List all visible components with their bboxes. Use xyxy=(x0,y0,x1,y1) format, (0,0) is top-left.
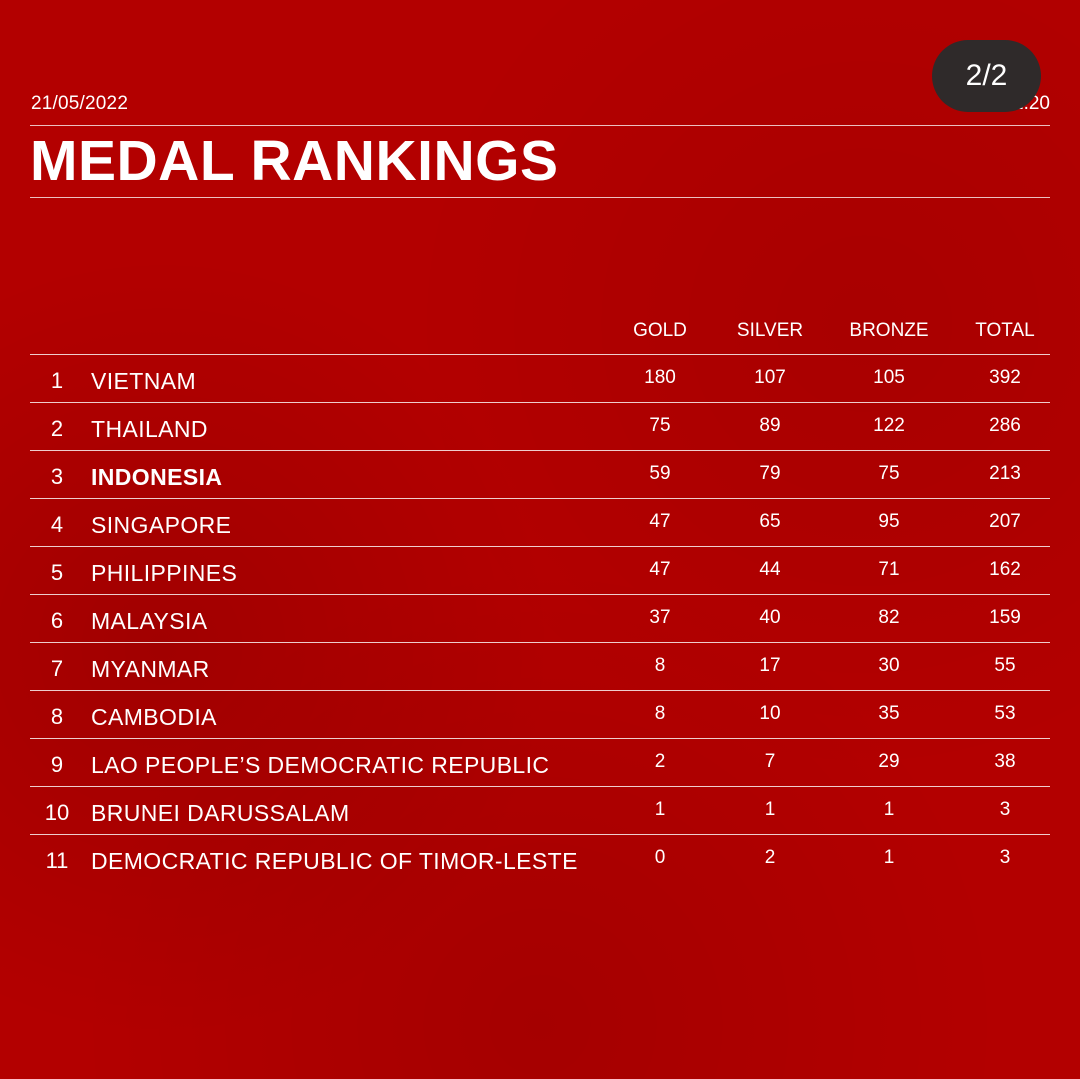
silver-cell: 65 xyxy=(759,511,781,532)
medal-table: GOLD SILVER BRONZE TOTAL 1 VIETNAM 180 1… xyxy=(30,307,1050,882)
bronze-cell: 122 xyxy=(873,415,905,436)
column-header-gold: GOLD xyxy=(633,320,687,341)
bronze-cell: 95 xyxy=(878,511,900,532)
bronze-cell: 82 xyxy=(878,607,900,628)
gold-cell: 47 xyxy=(649,511,671,532)
gold-cell: 47 xyxy=(649,559,671,580)
silver-cell: 1 xyxy=(764,799,776,820)
total-cell: 392 xyxy=(989,367,1021,388)
country-cell: VIETNAM xyxy=(91,368,197,394)
country-cell: SINGAPORE xyxy=(91,512,232,538)
gold-cell: 8 xyxy=(654,655,666,676)
column-header-bronze: BRONZE xyxy=(849,320,929,341)
date-label: 21/05/2022 xyxy=(31,93,129,114)
bronze-cell: 105 xyxy=(873,367,905,388)
bronze-cell: 29 xyxy=(878,751,900,772)
country-cell: DEMOCRATIC REPUBLIC OF TIMOR-LESTE xyxy=(91,848,578,874)
country-cell: PHILIPPINES xyxy=(91,560,238,586)
bronze-cell: 75 xyxy=(878,463,900,484)
rank-cell: 1 xyxy=(50,368,64,393)
total-cell: 207 xyxy=(989,511,1021,532)
rank-cell: 3 xyxy=(50,464,64,489)
table-row: 9 LAO PEOPLE’S DEMOCRATIC REPUBLIC 2 7 2… xyxy=(30,739,1050,787)
page-title: MEDAL RANKINGS xyxy=(30,129,559,193)
country-cell-highlighted: INDONESIA xyxy=(91,464,223,490)
gold-cell: 37 xyxy=(649,607,671,628)
gold-cell: 1 xyxy=(654,799,666,820)
divider-title xyxy=(30,197,1050,198)
gold-cell: 59 xyxy=(649,463,671,484)
country-cell: MYANMAR xyxy=(91,656,210,682)
gold-cell: 180 xyxy=(644,367,676,388)
table-row: 2 THAILAND 75 89 122 286 xyxy=(30,403,1050,451)
column-header-total: TOTAL xyxy=(975,320,1035,341)
silver-cell: 44 xyxy=(759,559,781,580)
bronze-cell: 1 xyxy=(883,799,895,820)
bronze-cell: 71 xyxy=(878,559,900,580)
total-cell: 38 xyxy=(994,751,1016,772)
country-cell: MALAYSIA xyxy=(91,608,208,634)
rank-cell: 2 xyxy=(50,416,64,441)
country-cell: LAO PEOPLE’S DEMOCRATIC REPUBLIC xyxy=(91,752,550,778)
silver-cell: 10 xyxy=(759,703,781,724)
table-row: 5 PHILIPPINES 47 44 71 162 xyxy=(30,547,1050,595)
table-row: 8 CAMBODIA 8 10 35 53 xyxy=(30,691,1050,739)
bronze-cell: 35 xyxy=(878,703,900,724)
silver-cell: 7 xyxy=(764,751,776,772)
total-cell: 55 xyxy=(994,655,1016,676)
table-row: 7 MYANMAR 8 17 30 55 xyxy=(30,643,1050,691)
table-row: 10 BRUNEI DARUSSALAM 1 1 1 3 xyxy=(30,787,1050,835)
column-header-silver: SILVER xyxy=(736,320,804,341)
table-row: 6 MALAYSIA 37 40 82 159 xyxy=(30,595,1050,643)
rank-cell: 6 xyxy=(50,608,64,633)
rank-cell: 4 xyxy=(50,512,64,537)
rank-cell: 5 xyxy=(50,560,64,585)
total-cell: 3 xyxy=(999,847,1011,868)
rank-cell: 10 xyxy=(44,800,70,825)
silver-cell: 2 xyxy=(764,847,776,868)
rank-cell: 8 xyxy=(50,704,64,729)
gold-cell: 0 xyxy=(654,847,666,868)
silver-cell: 107 xyxy=(754,367,786,388)
rank-cell: 7 xyxy=(50,656,64,681)
total-cell: 286 xyxy=(989,415,1021,436)
rank-cell: 9 xyxy=(50,752,64,777)
silver-cell: 89 xyxy=(759,415,781,436)
silver-cell: 40 xyxy=(759,607,781,628)
table-row: 4 SINGAPORE 47 65 95 207 xyxy=(30,499,1050,547)
total-cell: 213 xyxy=(989,463,1021,484)
divider-top xyxy=(30,125,1050,126)
table-row: 3 INDONESIA 59 79 75 213 xyxy=(30,451,1050,499)
country-cell: BRUNEI DARUSSALAM xyxy=(91,800,350,826)
total-cell: 3 xyxy=(999,799,1011,820)
table-row: 1 VIETNAM 180 107 105 392 xyxy=(30,355,1050,403)
total-cell: 162 xyxy=(989,559,1021,580)
total-cell: 53 xyxy=(994,703,1016,724)
gold-cell: 8 xyxy=(654,703,666,724)
table-row: 11 DEMOCRATIC REPUBLIC OF TIMOR-LESTE 0 … xyxy=(30,835,1050,882)
rank-cell: 11 xyxy=(45,848,69,873)
silver-cell: 79 xyxy=(759,463,781,484)
country-cell: THAILAND xyxy=(91,416,208,442)
gold-cell: 2 xyxy=(654,751,666,772)
bronze-cell: 1 xyxy=(883,847,895,868)
country-cell: CAMBODIA xyxy=(91,704,217,730)
silver-cell: 17 xyxy=(759,655,781,676)
bronze-cell: 30 xyxy=(878,655,900,676)
total-cell: 159 xyxy=(989,607,1021,628)
page-indicator-badge: 2/2 xyxy=(932,40,1041,112)
table-header: GOLD SILVER BRONZE TOTAL xyxy=(30,307,1050,355)
gold-cell: 75 xyxy=(649,415,671,436)
